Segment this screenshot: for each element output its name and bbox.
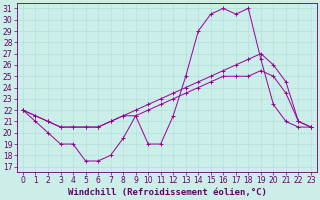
X-axis label: Windchill (Refroidissement éolien,°C): Windchill (Refroidissement éolien,°C) bbox=[68, 188, 266, 197]
